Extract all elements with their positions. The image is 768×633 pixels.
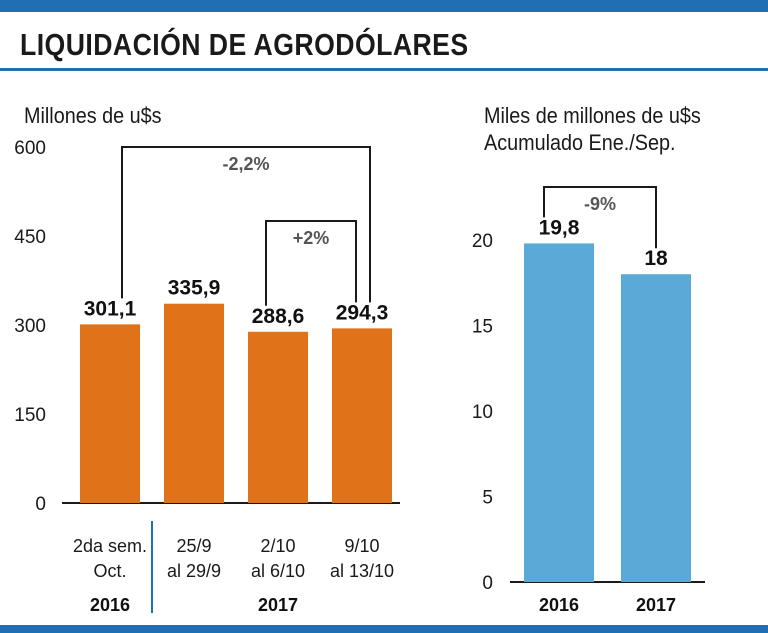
bar-value-label: 294,3: [336, 301, 389, 324]
bar-value-label: 288,6: [252, 305, 305, 328]
right-chart-unit-label-line1: Miles de millones de u$s: [484, 103, 701, 128]
page-title: LIQUIDACIÓN DE AGRODÓLARES: [20, 27, 469, 62]
category-label: 2016: [539, 595, 579, 615]
category-label: Oct.: [93, 561, 126, 581]
y-tick-label: 450: [14, 227, 46, 248]
category-label: 2/10: [260, 536, 295, 556]
comparison-label: -9%: [584, 194, 616, 214]
category-label: al 13/10: [330, 561, 394, 581]
top-accent-bar: [0, 0, 768, 12]
comparison-bracket: [121, 146, 371, 303]
bar-value-label: 335,9: [168, 277, 221, 300]
left-chart-unit-label: Millones de u$s: [24, 103, 162, 128]
year-group-label: 2017: [258, 595, 298, 615]
title-underline: [0, 68, 768, 71]
category-label: al 6/10: [251, 561, 305, 581]
y-tick-label: 150: [14, 405, 46, 426]
y-tick-label: 10: [472, 402, 493, 423]
right-bar-chart: 0 5 10 15 20 19,8 18 2016 2017 -9%: [472, 186, 705, 615]
y-tick-label: 600: [14, 138, 46, 159]
y-tick-label: 300: [14, 316, 46, 337]
bottom-accent-bar: [0, 625, 768, 633]
y-tick-label: 15: [472, 317, 493, 338]
bar: [164, 303, 224, 503]
category-label: al 29/9: [167, 561, 221, 581]
bar-value-label: 18: [644, 247, 668, 270]
right-chart-unit-label-line2: Acumulado Ene./Sep.: [484, 130, 676, 155]
bar-value-label: 19,8: [539, 216, 580, 239]
bar: [621, 274, 691, 582]
bar: [524, 243, 594, 583]
comparison-bracket: [265, 220, 357, 306]
bar: [248, 331, 308, 503]
left-bar-chart: 0 150 300 450 600 301,1 335,9 288,6 294,3 2da sem…: [14, 138, 400, 615]
y-tick-label: 0: [482, 573, 493, 594]
category-label: 2017: [636, 595, 676, 615]
comparison-label: -2,2%: [222, 154, 269, 174]
y-tick-label: 20: [472, 231, 493, 252]
category-label: 9/10: [344, 536, 379, 556]
comparison-label: +2%: [293, 228, 330, 248]
comparison-bracket: [543, 186, 657, 249]
bar-value-label: 301,1: [84, 297, 137, 320]
y-tick-label: 5: [482, 488, 493, 509]
bar: [80, 324, 140, 503]
category-label: 25/9: [176, 536, 211, 556]
year-group-label: 2016: [90, 595, 130, 615]
y-tick-label: 0: [35, 494, 46, 515]
category-label: 2da sem.: [73, 536, 147, 556]
bar: [332, 328, 392, 503]
